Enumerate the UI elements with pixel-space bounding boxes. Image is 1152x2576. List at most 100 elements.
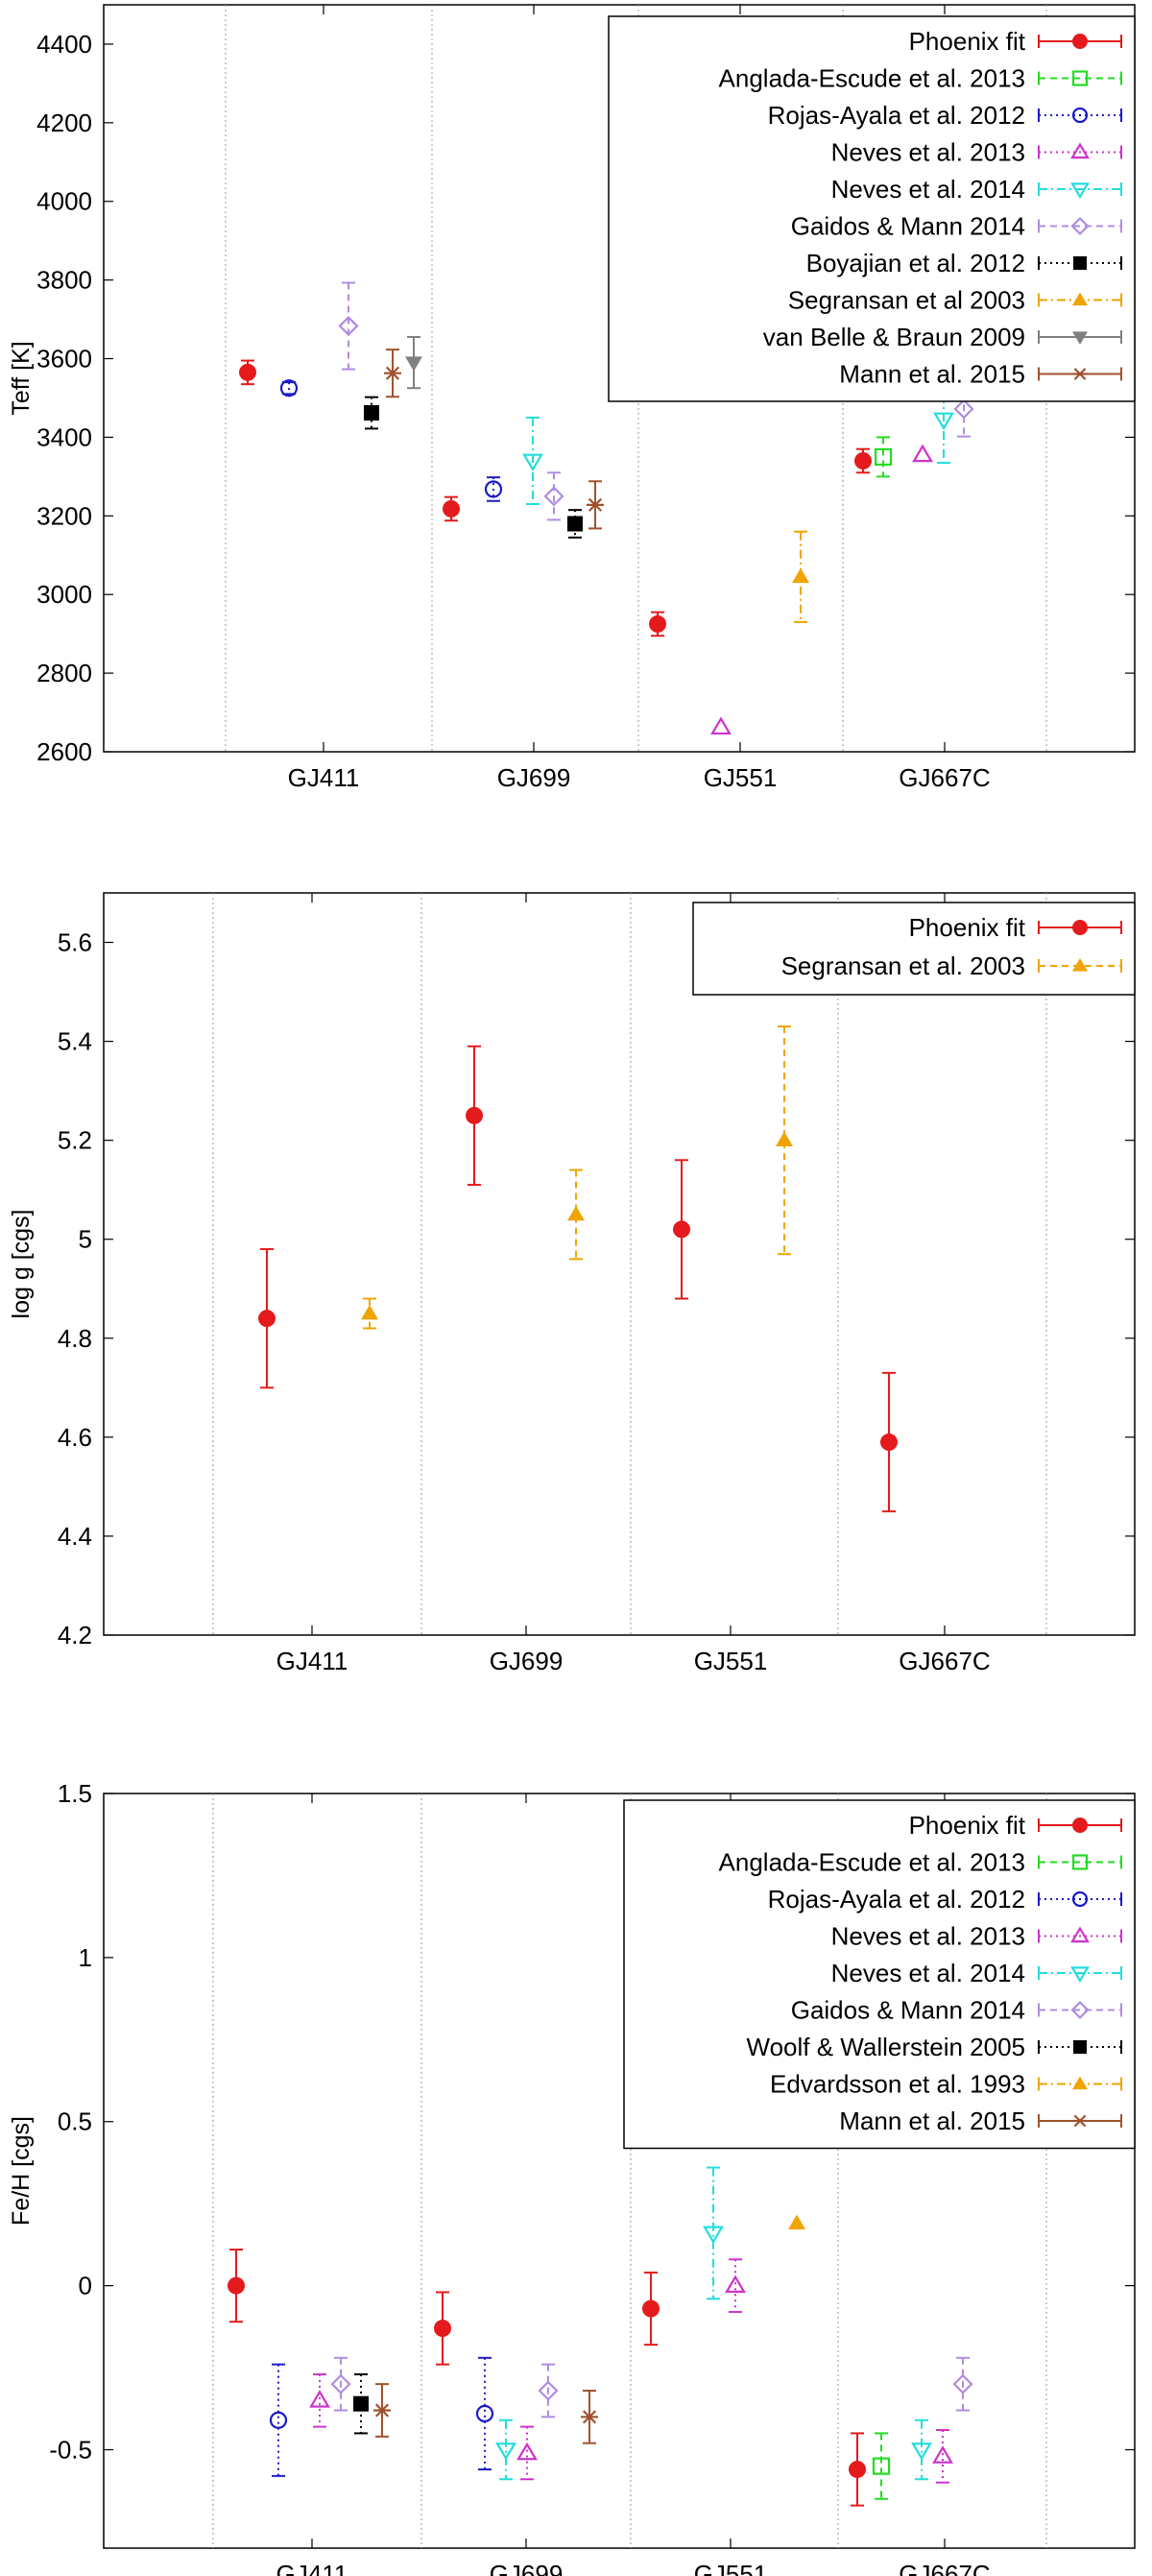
y-tick-label: 4000 [36,187,92,216]
legend-label: Rojas-Ayala et al. 2012 [768,101,1025,130]
marker [516,2442,538,2461]
y-tick-label: 1 [79,1943,92,1972]
y-tick-label: 5.4 [58,1027,92,1056]
marker [384,366,401,380]
marker [649,614,666,633]
marker [1073,256,1087,270]
marker [1070,216,1090,236]
y-tick-label: 2800 [36,659,92,687]
series-gaidos-mann-2014 [338,281,974,521]
marker [673,1220,690,1239]
marker [1070,2000,1090,2020]
y-tick-label: 3000 [36,580,92,609]
legend-label: Phoenix fit [909,913,1026,942]
y-tick-label: 4.2 [58,1621,92,1649]
y-axis-label: Fe/H [cgs] [8,2116,35,2226]
marker [872,2457,891,2475]
y-tick-label: 5 [79,1225,92,1254]
legend-label: Neves et al. 2013 [831,1922,1025,1951]
series-neves-et-al-2013 [710,444,933,735]
y-tick-label: 3400 [36,422,92,451]
legend-label: Woolf & Wallerstein 2005 [747,2033,1025,2061]
marker [1071,107,1089,124]
legend-label: Phoenix fit [909,1811,1026,1840]
series-gaidos-mann-2014 [330,2356,973,2419]
series-mann-et-al-2015 [384,349,604,530]
marker [1071,1854,1089,1870]
marker [1070,142,1090,159]
legend-label: Neves et al. 2014 [831,175,1025,204]
marker [1070,1926,1090,1943]
y-tick-label: 4200 [36,108,92,137]
y-axis-label: log g [cgs] [8,1210,35,1319]
marker [849,2460,866,2478]
marker [703,2226,724,2245]
legend: Phoenix fit Segransan et al. 2003 [692,902,1136,996]
y-tick-label: 4400 [36,30,92,59]
marker [953,398,974,420]
marker [911,2443,932,2461]
x-tick-label-gj699: GJ699 [497,763,571,792]
x-tick-label-gj411: GJ411 [276,1647,348,1675]
marker [239,363,256,381]
series-phoenix-fit [239,359,872,638]
marker [1070,1966,1090,1984]
marker [880,1433,898,1452]
marker [522,453,543,472]
plot-frame [103,892,1136,1636]
marker [587,497,604,512]
marker [443,499,460,518]
x-tick-label-gj667c: GJ667C [899,2560,990,2576]
marker [1072,34,1088,49]
y-tick-label: 4.4 [58,1522,92,1551]
chart-panel-1: 2600 2800 3000 3200 3400 3600 3800 4000 4200 4400… [8,4,1136,792]
marker [1071,70,1089,86]
series-woolf-wallerstein-2005 [353,2372,369,2435]
series-segransan-et-al-2003 [361,1025,793,1330]
series-phoenix-fit [258,1045,898,1513]
legend-label: Neves et al. 2013 [831,138,1025,167]
x-tick-label-gj699: GJ699 [490,1647,564,1675]
marker [228,2276,245,2295]
legend-label: Anglada-Escude et al. 2013 [719,1848,1025,1877]
series-van-belle-braun-2009 [405,336,422,390]
marker [581,2410,598,2424]
marker [725,2275,746,2294]
series-anglada-escude-et-al-2013 [872,2432,891,2500]
marker [364,405,379,421]
x-tick-label-gj667c: GJ667C [899,763,990,792]
legend-label: Rojas-Ayala et al. 2012 [768,1885,1025,1914]
legend-label: Gaidos & Mann 2014 [791,212,1025,241]
marker [373,2403,391,2418]
marker [874,447,893,466]
y-tick-label: 5.2 [58,1126,92,1155]
marker [933,412,954,431]
marker [269,2411,288,2429]
legend-box [623,1799,1136,2150]
legend-label: Phoenix fit [909,27,1026,56]
series-boyajian-et-al-2012 [364,396,583,539]
y-tick-label: 4.6 [58,1423,92,1452]
marker [776,1131,793,1146]
y-tick-label: 0 [79,2272,92,2300]
marker [330,2373,351,2395]
series-phoenix-fit [228,2249,866,2507]
marker [405,356,422,372]
marker [642,2299,660,2318]
marker [710,716,732,735]
legend: Phoenix fit Anglada-Escude et al. 2013 Roj… [608,15,1136,402]
y-tick-label: 4.8 [58,1324,92,1353]
marker [1072,368,1088,380]
y-tick-label: 3800 [36,266,92,295]
legend-label: Neves et al. 2014 [831,1959,1025,1987]
marker [1072,331,1088,345]
marker [495,2443,516,2461]
plot-frame [103,1793,1136,2549]
marker [258,1310,276,1328]
series-neves-et-al-2014 [522,374,954,506]
marker [279,379,299,397]
marker [1072,1818,1088,1833]
legend-label: Segransan et al. 2003 [781,951,1025,980]
legend-label: Segransan et al 2003 [788,286,1025,315]
y-tick-label: 3200 [36,501,92,530]
